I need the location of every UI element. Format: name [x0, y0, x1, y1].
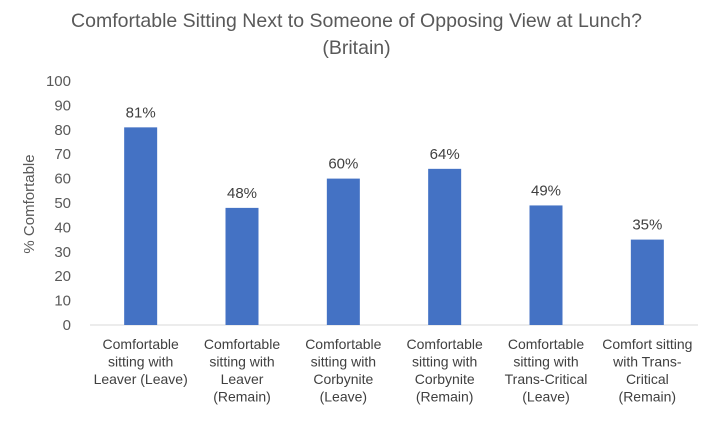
- category-label-line: Critical: [626, 371, 669, 387]
- y-tick-label: 40: [54, 219, 71, 236]
- category-label-line: Comfort sitting: [602, 336, 692, 352]
- y-tick-label: 10: [54, 293, 71, 310]
- category-label-line: sitting with: [108, 354, 173, 370]
- category-label-line: Leaver (Leave): [94, 371, 188, 387]
- data-label: 64%: [430, 146, 460, 163]
- category-label-line: Comfortable: [305, 336, 381, 352]
- y-axis-title: % Comfortable: [21, 154, 38, 253]
- category-labels: Comfortable sitting with Leaver (Leave)Com…: [94, 336, 693, 405]
- y-tick-label: 60: [54, 171, 71, 188]
- y-tick-label: 70: [54, 146, 71, 163]
- category-label-line: Comfortable: [204, 336, 280, 352]
- category-label-line: (Remain): [416, 389, 474, 405]
- category-label-line: Trans-Critical: [505, 371, 588, 387]
- data-label: 81%: [126, 104, 156, 121]
- category-label-line: Comfortable: [103, 336, 179, 352]
- bar: [124, 127, 158, 325]
- category-label: Comfort sitting with Trans-Critical (Remai…: [602, 336, 692, 405]
- bar: [529, 205, 563, 325]
- y-tick-label: 20: [54, 268, 71, 285]
- bar: [326, 178, 360, 325]
- bar: [630, 239, 664, 325]
- category-label-line: (Remain): [213, 389, 271, 405]
- y-tick-label: 100: [46, 73, 71, 90]
- category-label-line: Comfortable: [508, 336, 584, 352]
- category-label-line: sitting with: [513, 354, 578, 370]
- y-axis-ticks: 0 10 20 30 40 50 60 70 80 90 100: [46, 73, 71, 334]
- data-label: 35%: [632, 217, 662, 234]
- chart-title: Comfortable Sitting Next to Someone of O…: [0, 8, 713, 62]
- category-label-line: (Leave): [320, 389, 367, 405]
- category-label: Comfortable sitting with Corbynite (Remain): [407, 336, 483, 405]
- category-label: Comfortable sitting with Leaver (Remain): [204, 336, 280, 405]
- data-labels: 81% 48% 60% 64% 49% 35%: [126, 104, 663, 233]
- data-label: 60%: [328, 156, 358, 173]
- bar: [428, 168, 462, 325]
- bars: [124, 127, 664, 325]
- category-label-line: sitting with: [311, 354, 376, 370]
- category-label-line: with Trans-: [612, 354, 682, 370]
- chart-subtitle: (Britain): [322, 37, 391, 59]
- category-label-line: sitting with: [209, 354, 274, 370]
- category-label-line: Leaver: [221, 371, 264, 387]
- category-label-line: (Leave): [522, 389, 569, 405]
- category-label: Comfortable sitting with Leaver (Leave): [94, 336, 188, 387]
- y-tick-label: 50: [54, 195, 71, 212]
- y-tick-label: 0: [63, 317, 71, 334]
- chart-title-line: Comfortable Sitting Next to Someone of O…: [71, 10, 642, 32]
- data-label: 48%: [227, 185, 257, 202]
- category-label-line: Corbynite: [415, 371, 475, 387]
- category-label-line: Corbynite: [313, 371, 373, 387]
- category-label-line: sitting with: [412, 354, 477, 370]
- y-tick-label: 90: [54, 97, 71, 114]
- data-label: 49%: [531, 182, 561, 199]
- category-label: Comfortable sitting with Trans-Critical (Le…: [505, 336, 588, 405]
- category-label-line: Comfortable: [407, 336, 483, 352]
- y-tick-label: 30: [54, 244, 71, 261]
- bar: [225, 207, 259, 325]
- category-label: Comfortable sitting with Corbynite (Leave): [305, 336, 381, 405]
- category-label-line: (Remain): [619, 389, 677, 405]
- y-tick-label: 80: [54, 122, 71, 139]
